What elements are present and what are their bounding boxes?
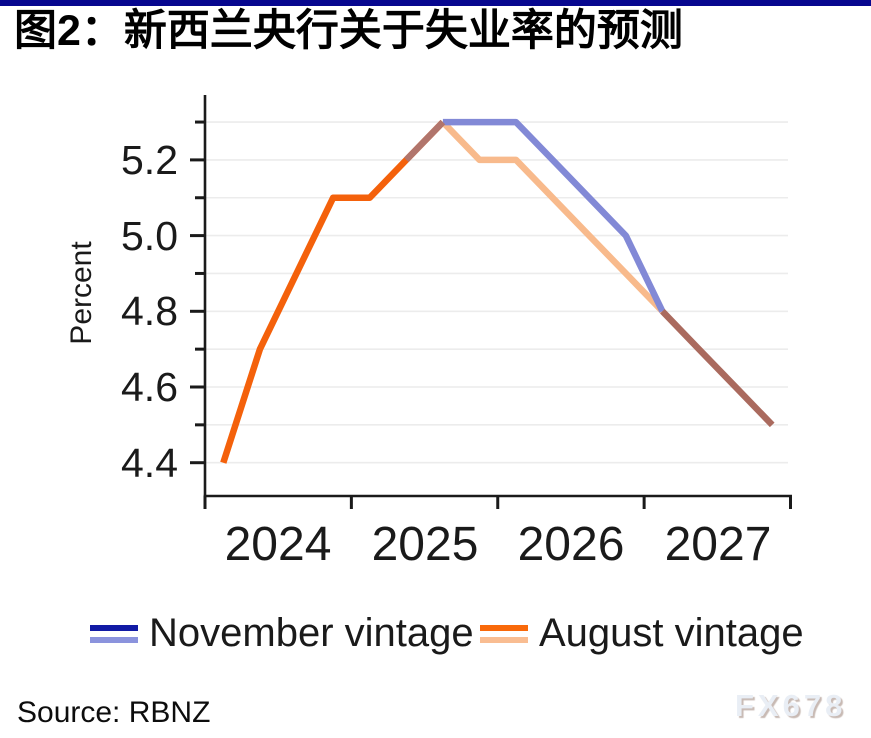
- august-forecast-line: [440, 119, 665, 314]
- november-forecast-line: [442, 118, 666, 313]
- unemployment-forecast-chart: Percent 5.2 5.0 4.8 4.6 4.4 2024 2025 20…: [65, 95, 792, 571]
- legend-label-august: August vintage: [539, 611, 804, 655]
- y-tick-label-4.4: 4.4: [121, 439, 178, 486]
- gridlines: [206, 121, 788, 464]
- y-ticks: [190, 120, 205, 465]
- legend-item-november: November vintage: [90, 606, 474, 660]
- axes: [203, 95, 792, 498]
- x-tick-label-2024: 2024: [224, 518, 332, 571]
- legend-label-november: November vintage: [149, 611, 474, 655]
- series-lines: [220, 118, 775, 464]
- top-accent-bar: [0, 0, 871, 6]
- x-tick-label-2026: 2026: [517, 518, 625, 571]
- chart-canvas: [190, 95, 792, 509]
- figure-title: 图2：新西兰央行关于失业率的预测: [14, 7, 683, 55]
- legend-item-august: August vintage: [480, 606, 804, 660]
- overlap-rise-segment: [403, 119, 446, 163]
- common-actual-line: [220, 119, 446, 464]
- y-tick-label-4.6: 4.6: [121, 363, 178, 410]
- y-tick-label-4.8: 4.8: [121, 288, 178, 334]
- merged-tail-line: [660, 309, 775, 428]
- y-tick-label-5.2: 5.2: [121, 137, 178, 183]
- august-actual-swatch-bar: [480, 625, 528, 631]
- november-actual-swatch-bar: [90, 625, 138, 631]
- x-tick-label-2025: 2025: [371, 518, 479, 571]
- november-legend-swatch: [90, 625, 138, 643]
- chart-legend: November vintage August vintage: [0, 606, 871, 664]
- x-ticks: [203, 496, 792, 509]
- y-tick-label-5.0: 5.0: [121, 212, 178, 259]
- fx678-watermark: FX678: [735, 688, 847, 723]
- august-legend-swatch: [480, 625, 528, 643]
- x-tick-label-2027: 2027: [664, 518, 772, 571]
- august-forecast-swatch-bar: [480, 637, 528, 643]
- november-forecast-swatch-bar: [90, 637, 138, 643]
- source-note: Source: RBNZ: [17, 696, 211, 729]
